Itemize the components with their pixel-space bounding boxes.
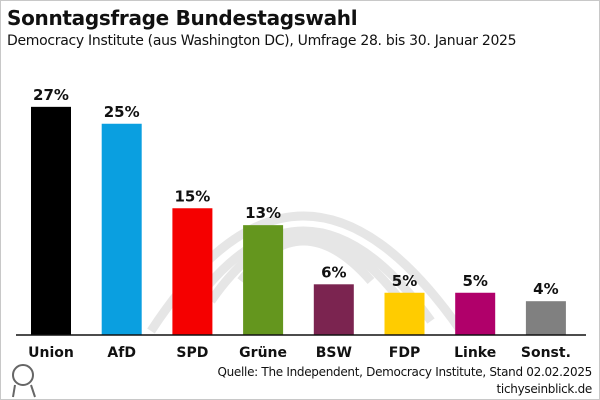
chart-subtitle: Democracy Institute (aus Washington DC),… (7, 33, 517, 49)
category-label: AfD (107, 345, 136, 361)
data-label: 13% (245, 204, 281, 222)
bar-sonst (525, 301, 566, 335)
category-label: SPD (176, 345, 208, 361)
bar-grüne (243, 225, 284, 335)
logo-icon (12, 364, 36, 398)
chart-title: Sonntagsfrage Bundestagswahl (7, 6, 358, 30)
category-label: Linke (454, 345, 496, 361)
data-label: 15% (174, 187, 210, 205)
data-label: 5% (462, 272, 487, 290)
source-note: Quelle: The Independent, Democracy Insti… (217, 364, 592, 398)
data-label: 27% (33, 86, 69, 104)
category-label: BSW (316, 345, 352, 361)
source-text: Quelle: The Independent, Democracy Insti… (217, 365, 592, 379)
bar-afd (101, 123, 142, 335)
category-label: Grüne (239, 345, 287, 361)
data-label: 4% (533, 280, 558, 298)
data-label: 25% (104, 103, 140, 121)
category-label: FDP (389, 345, 420, 361)
data-label: 6% (321, 263, 346, 281)
bar-bsw (313, 284, 354, 335)
site-name: tichyseinblick.de (496, 382, 593, 396)
bar-union (31, 106, 71, 335)
category-label: Union (28, 345, 74, 361)
bar-linke (455, 292, 496, 335)
bar-spd (172, 208, 213, 335)
data-label: 5% (392, 272, 417, 290)
bar-fdp (384, 292, 425, 335)
category-label: Sonst. (521, 345, 571, 361)
